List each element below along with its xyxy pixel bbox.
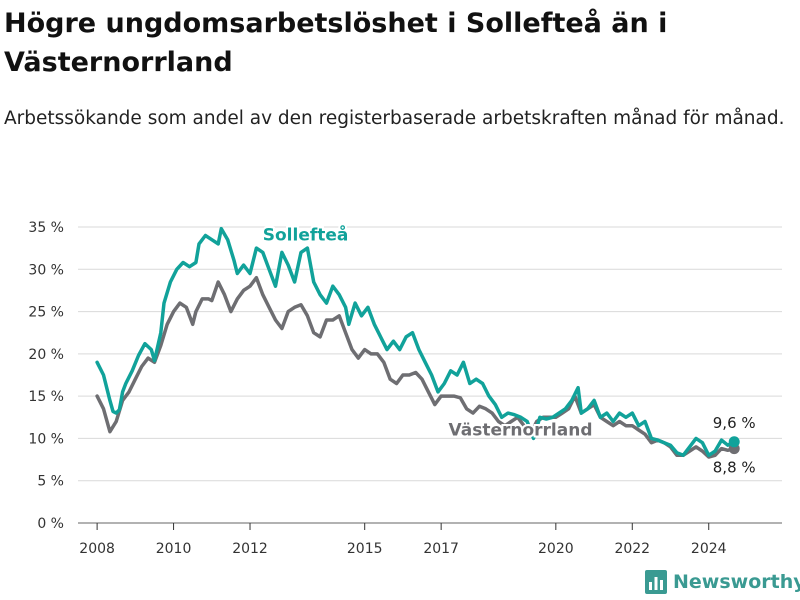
y-axis-ticks: 0 % 5 % 10 % 15 % 20 % 25 % 30 % 35 % — [28, 220, 64, 532]
series-lines — [95, 226, 740, 459]
chart-title: Högre ungdomsarbetslöshet i Sollefteå än… — [4, 8, 668, 78]
end-value-label: 8,8 % — [713, 459, 756, 477]
y-tick-label: 35 % — [28, 220, 64, 236]
x-tick-label: 2010 — [156, 541, 192, 557]
bar-chart-logo-icon — [645, 570, 667, 594]
x-tick-label: 2017 — [423, 541, 459, 557]
y-tick-label: 30 % — [28, 262, 64, 278]
series-labels: Sollefteå 9,6 % Västernorrland 8,8 % — [261, 221, 757, 478]
y-tick-label: 10 % — [28, 431, 64, 447]
y-tick-label: 0 % — [37, 516, 64, 532]
y-tick-label: 15 % — [28, 389, 64, 405]
x-tick-label: 2008 — [79, 541, 115, 557]
y-tick-label: 25 % — [28, 305, 64, 321]
chart-subtitle: Arbetssökande som andel av den registerb… — [4, 108, 785, 129]
x-tick-label: 2020 — [538, 541, 574, 557]
series-line-västernorrland — [95, 275, 736, 459]
y-tick-label: 5 % — [37, 474, 64, 490]
series-label: Västernorrland — [449, 421, 593, 441]
x-tick-label: 2012 — [232, 541, 268, 557]
x-tick-label: 2015 — [347, 541, 383, 557]
series-label: Sollefteå — [263, 223, 349, 245]
x-tick-label: 2024 — [691, 541, 727, 557]
series-line-sollefteå — [95, 226, 736, 458]
y-tick-label: 20 % — [28, 347, 64, 363]
end-point-marker — [728, 436, 740, 448]
x-axis: 2008 2010 2012 2015 2017 2020 2022 2024 — [79, 523, 727, 557]
newsworthy-logo: Newsworthy — [645, 568, 800, 596]
x-tick-label: 2022 — [614, 541, 650, 557]
logo-text: Newsworthy — [673, 571, 800, 593]
end-value-label: 9,6 % — [713, 414, 756, 432]
